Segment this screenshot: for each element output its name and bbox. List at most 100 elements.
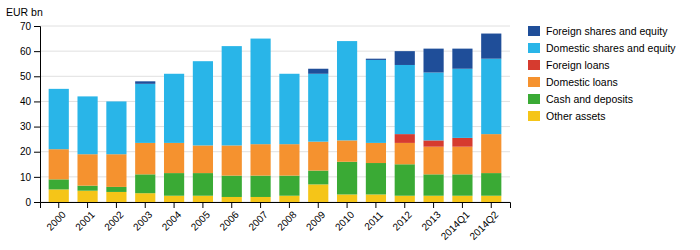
bar: [481, 59, 501, 134]
bar: [481, 173, 501, 196]
bar: [222, 197, 242, 202]
tick-label: 20: [20, 146, 32, 157]
tick-mark: [289, 202, 290, 208]
tick-label: 2014Q1: [439, 209, 472, 242]
tick-label: 2001: [73, 209, 97, 233]
tick: 20: [20, 146, 40, 157]
legend-label: Cash and deposits: [546, 93, 633, 105]
tick-label: 2005: [189, 209, 213, 233]
tick-label: 2012: [390, 209, 414, 233]
tick: 60: [20, 46, 40, 57]
legend-label: Domestic loans: [546, 76, 618, 88]
bar: [366, 194, 386, 202]
tick-mark: [34, 51, 40, 52]
bar: [49, 89, 69, 149]
y-axis: 010203040506070: [20, 21, 41, 208]
bar: [452, 69, 472, 138]
bar: [250, 197, 270, 202]
bar: [308, 142, 328, 171]
plot: 0102030405060702000200120022003200420052…: [20, 21, 511, 242]
tick-label: 2003: [131, 209, 155, 233]
bar: [481, 196, 501, 202]
bar: [135, 81, 155, 84]
tick: 2014Q2: [468, 202, 501, 242]
bar: [222, 145, 242, 175]
legend-swatch: [528, 94, 540, 104]
bar: [452, 147, 472, 175]
legend-swatch: [528, 43, 540, 53]
bar: [77, 96, 97, 97]
bar: [49, 189, 69, 202]
tick-mark: [87, 202, 88, 208]
tick-mark: [116, 202, 117, 208]
chart: 0102030405060702000200120022003200420052…: [0, 0, 700, 250]
bar: [337, 162, 357, 195]
bar: [106, 101, 126, 102]
tick-label: 2004: [160, 209, 184, 233]
legend-label: Foreign shares and equity: [546, 25, 668, 37]
tick: 2000: [44, 202, 68, 233]
tick-label: 2007: [246, 209, 270, 233]
tick-mark: [318, 202, 319, 208]
bar: [337, 194, 357, 202]
tick-mark: [34, 26, 40, 27]
tick-label: 30: [20, 121, 32, 132]
tick: 2012: [390, 202, 414, 233]
bar: [193, 61, 213, 62]
bar: [250, 176, 270, 197]
tick-label: 2006: [217, 209, 241, 233]
tick: 10: [20, 172, 40, 183]
tick-mark: [34, 127, 40, 128]
bar: [222, 46, 242, 145]
tick: 2008: [275, 202, 299, 233]
bar: [452, 196, 472, 202]
tick-mark: [347, 202, 348, 208]
tick: 50: [20, 71, 40, 82]
tick: 2001: [73, 202, 97, 233]
bar: [366, 59, 386, 60]
tick-label: 2000: [44, 209, 68, 233]
bar: [49, 149, 69, 179]
bar: [279, 73, 299, 74]
legend-item: Domestic loans: [528, 76, 618, 88]
tick-mark: [433, 202, 434, 208]
bar: [164, 74, 184, 143]
bar: [135, 193, 155, 202]
legend-swatch: [528, 26, 540, 36]
bar: [106, 154, 126, 187]
bar: [395, 143, 415, 164]
bar: [337, 41, 357, 140]
legend-label: Other assets: [546, 110, 606, 122]
bar: [423, 147, 443, 175]
bar: [193, 173, 213, 196]
bar: [279, 74, 299, 144]
bar: [395, 134, 415, 143]
bar: [106, 192, 126, 202]
grid: [40, 26, 510, 202]
tick: 2014Q1: [439, 202, 472, 242]
tick-mark: [34, 76, 40, 77]
bar: [308, 74, 328, 142]
bar: [308, 171, 328, 185]
tick: 2010: [333, 202, 357, 233]
tick: 2011: [362, 202, 385, 232]
tick: 2007: [246, 202, 270, 233]
legend-item: Cash and deposits: [528, 93, 633, 105]
tick-label: 60: [20, 46, 32, 57]
bar: [279, 176, 299, 196]
legend-item: Other assets: [528, 110, 606, 122]
bar: [452, 174, 472, 195]
tick: 2005: [189, 202, 213, 233]
bar: [308, 184, 328, 202]
tick-label: 2002: [102, 209, 126, 233]
legend-swatch: [528, 111, 540, 121]
bar: [423, 174, 443, 195]
bar: [77, 191, 97, 202]
axis-line: [41, 203, 511, 209]
bar: [423, 49, 443, 73]
legend-label: Domestic shares and equity: [546, 42, 676, 54]
bar: [164, 143, 184, 173]
bar: [77, 186, 97, 191]
legend: Foreign shares and equity Domestic shares…: [528, 25, 676, 122]
legend-swatch: [528, 60, 540, 70]
